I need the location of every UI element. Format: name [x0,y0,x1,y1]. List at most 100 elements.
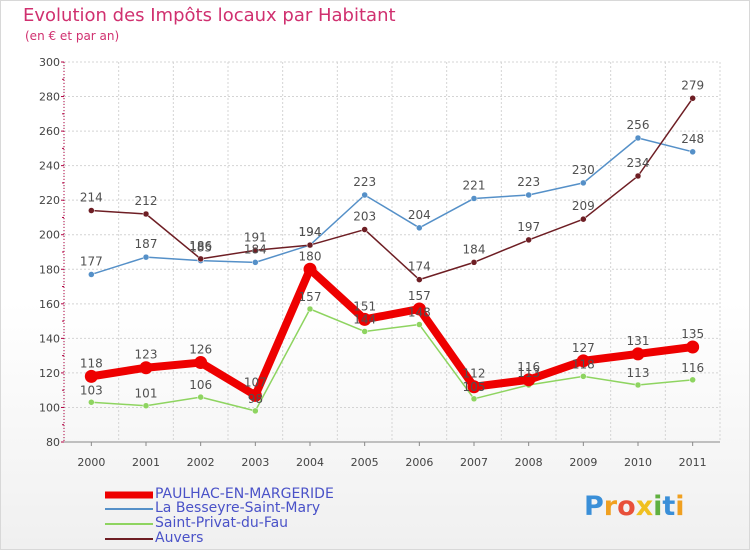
legend-item-saint-privat[interactable]: Saint-Privat-du-Fau [105,516,288,531]
legend-item-auvers[interactable]: Auvers [105,531,203,546]
logo-letter: i [653,491,663,522]
data-label-la-besseyre-2011: 248 [681,132,704,146]
point-auvers-2010 [634,172,642,180]
data-label-auvers-2004: 194 [299,225,322,239]
data-label-saint-privat-2006: 148 [408,306,431,320]
x-tick-label-2002: 2002 [187,456,215,469]
point-la-besseyre-2001 [142,253,150,261]
chart-title: Evolution des Impôts locaux par Habitant [23,5,396,26]
point-saint-privat-2011 [689,376,696,384]
y-tick-label-140: 140 [39,332,60,345]
series-line-paulhac [87,265,697,400]
y-tick-label-80: 80 [46,436,60,449]
legend-item-la-besseyre[interactable]: La Besseyre-Saint-Mary [105,501,320,516]
grid-layer [63,61,721,443]
data-label-la-besseyre-2007: 221 [463,178,486,192]
data-label-paulhac-2004: 180 [299,249,322,263]
point-paulhac-2005 [358,312,372,326]
point-paulhac-2002 [194,356,208,370]
logo-letter: t [662,491,676,522]
data-label-paulhac-2001: 123 [135,348,158,362]
point-la-besseyre-2008 [525,191,532,199]
point-saint-privat-2010 [634,381,642,389]
legend-swatch-la-besseyre [105,508,153,510]
legend-swatch-auvers [105,538,153,540]
point-paulhac-2007 [467,380,481,394]
x-tick-label-2009: 2009 [569,456,597,469]
point-auvers-2011 [689,95,696,102]
data-label-la-besseyre-2003: 184 [244,242,267,256]
point-saint-privat-2006 [416,321,423,328]
y-tick-label-100: 100 [39,401,60,414]
point-saint-privat-2000 [88,399,95,406]
data-label-saint-privat-2005: 144 [353,312,376,326]
data-label-paulhac-2009: 127 [572,341,595,355]
point-auvers-2009 [580,215,587,223]
y-tick-label-300: 300 [39,56,60,69]
y-tick-label-200: 200 [39,229,60,242]
y-tick-label-160: 160 [39,298,60,311]
point-la-besseyre-2011 [689,148,696,156]
point-paulhac-2011 [686,340,700,354]
data-label-paulhac-2005: 151 [353,299,376,313]
series-lines-layer [87,97,697,412]
x-tick-label-2008: 2008 [515,456,543,469]
data-label-paulhac-2003: 107 [244,375,267,389]
logo-letter: i [675,491,685,522]
legend-item-paulhac[interactable]: PAULHAC-EN-MARGERIDE [105,487,334,502]
point-la-besseyre-2006 [416,224,423,232]
point-paulhac-2003 [248,388,262,402]
series-line-auvers [90,97,694,281]
point-la-besseyre-2000 [88,271,95,278]
y-tick-label-180: 180 [39,263,60,276]
x-tick-label-2011: 2011 [679,456,707,469]
series-line-saint-privat [90,308,694,412]
x-tick-label-2004: 2004 [296,456,324,469]
data-label-saint-privat-2007: 105 [463,380,486,394]
data-label-saint-privat-2011: 116 [681,361,704,375]
logo-letter: P [584,491,604,522]
point-saint-privat-2009 [580,373,587,380]
point-saint-privat-2002 [197,393,204,401]
data-label-la-besseyre-2010: 256 [627,118,650,132]
legend-label-saint-privat: Saint-Privat-du-Fau [155,515,289,531]
point-auvers-2003 [252,247,259,254]
data-label-la-besseyre-2009: 230 [572,163,595,177]
point-auvers-2007 [470,259,478,266]
point-auvers-2001 [142,210,150,218]
data-label-paulhac-2007: 112 [463,367,486,381]
x-tick-label-2010: 2010 [624,456,652,469]
y-tick-label-220: 220 [39,194,60,207]
data-label-paulhac-2011: 135 [681,327,704,341]
data-label-saint-privat-2001: 101 [135,387,158,401]
point-auvers-2004 [306,241,314,249]
data-label-auvers-2011: 279 [681,78,704,92]
data-label-saint-privat-2010: 113 [627,366,650,380]
point-paulhac-2006 [412,302,426,316]
legend-label-la-besseyre: La Besseyre-Saint-Mary [155,500,321,516]
data-label-saint-privat-2000: 103 [80,383,103,397]
legend-label-auvers: Auvers [155,530,204,546]
x-tick-label-2001: 2001 [132,456,160,469]
x-tick-label-2000: 2000 [77,456,105,469]
data-label-saint-privat-2004: 157 [299,290,322,304]
point-paulhac-2000 [84,369,98,383]
point-saint-privat-2005 [361,328,368,335]
point-auvers-2002 [197,255,204,263]
legend-swatch-paulhac [105,491,153,499]
x-tick-label-2005: 2005 [351,456,379,469]
proxiti-logo: Proxiti [584,491,685,522]
point-la-besseyre-2009 [580,179,587,187]
data-label-auvers-2000: 214 [80,191,103,205]
logo-letter: x [635,491,654,522]
data-label-saint-privat-2003: 98 [248,392,263,406]
point-saint-privat-2004 [306,305,314,313]
point-auvers-2005 [361,226,368,233]
point-paulhac-2001 [139,361,153,375]
series-line-la-besseyre [90,137,694,276]
data-labels-layer: 118 123 126 107 180 151 157 112 116 127 131 135 177 1… [80,78,704,406]
legend-swatch-saint-privat [105,523,153,525]
data-label-auvers-2005: 203 [353,210,376,224]
axis-layer: 80 100 120 140 160 180 200 220 240 260 280 300 2000 2… [39,56,720,469]
